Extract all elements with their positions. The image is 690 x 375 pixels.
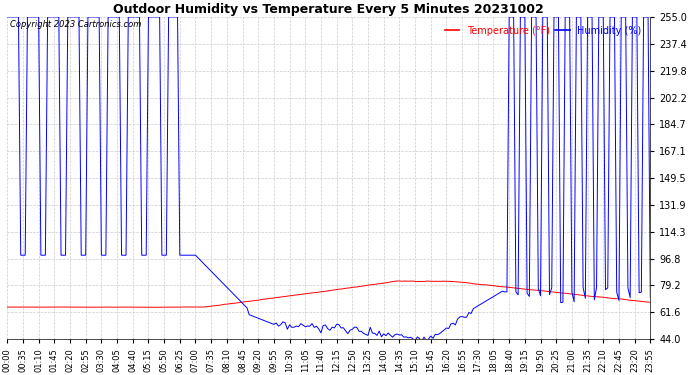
Title: Outdoor Humidity vs Temperature Every 5 Minutes 20231002: Outdoor Humidity vs Temperature Every 5 … bbox=[113, 3, 544, 16]
Text: Copyright 2023 Cartronics.com: Copyright 2023 Cartronics.com bbox=[10, 20, 142, 29]
Legend: Temperature (°F), Humidity (%): Temperature (°F), Humidity (%) bbox=[441, 22, 645, 40]
